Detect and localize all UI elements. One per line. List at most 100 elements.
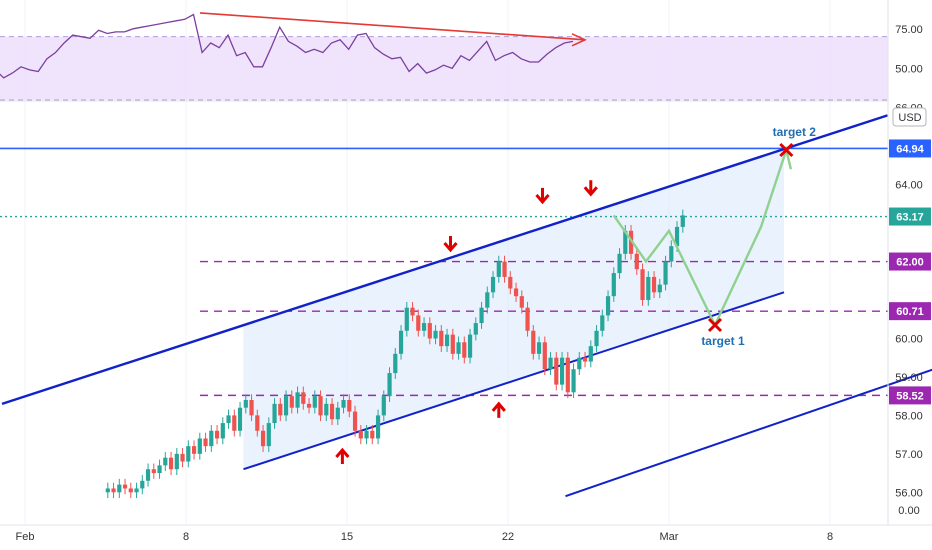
currency-unit-box: [892, 107, 927, 127]
candle-body: [485, 292, 490, 308]
rsi-band: [0, 36, 888, 100]
channel-lower-line: [243, 291, 785, 471]
candle-body: [646, 276, 651, 300]
rsi-tick-label: 50.00: [895, 63, 923, 75]
candle-body: [335, 407, 340, 420]
candle-body: [329, 403, 335, 420]
candle-body: [536, 342, 542, 354]
price-tag-text: 58.52: [896, 390, 924, 402]
candle-body: [588, 346, 593, 362]
candle-body: [122, 484, 128, 489]
candle-body: [186, 446, 191, 462]
candle-body: [577, 357, 582, 370]
arrow-head: [443, 242, 458, 253]
price-tag-58-52: 58.52: [889, 386, 931, 405]
candle-body: [134, 488, 139, 493]
candle-body: [600, 315, 605, 331]
candle-body: [364, 430, 369, 439]
price-tick-label: 58.00: [895, 410, 923, 422]
candle-body: [214, 430, 220, 439]
candle-body: [674, 226, 680, 247]
up-arrow-icon: [335, 447, 350, 464]
candle-body: [421, 323, 427, 331]
candle-body: [358, 430, 363, 439]
rsi-trendline: [199, 12, 586, 41]
candle-body: [571, 369, 576, 393]
candle-body: [513, 288, 519, 297]
candle-body: [387, 373, 392, 397]
candle-body: [260, 430, 266, 447]
price-tag-63-17: 63.17: [889, 207, 931, 226]
candle-body: [404, 307, 409, 331]
candle-body: [145, 469, 151, 481]
target-x-icon: [707, 317, 723, 333]
price-tag-text: 62.00: [896, 257, 924, 269]
price-tag-bg: [889, 302, 931, 321]
candle-body: [197, 438, 202, 454]
candle-body: [255, 415, 260, 431]
candle-body: [565, 357, 570, 393]
candle-body: [370, 430, 375, 439]
candle-body: [237, 407, 243, 431]
candle-body: [174, 453, 179, 470]
target-x-icon: [779, 142, 794, 158]
time-tick-label: 8: [183, 531, 189, 543]
candle-body: [663, 261, 668, 285]
candle-body: [473, 323, 478, 335]
candle-body: [611, 273, 616, 297]
candle-body: [375, 415, 381, 439]
candle-body: [393, 353, 398, 374]
channel-parallel-line: [565, 368, 932, 498]
candle-body: [209, 430, 214, 447]
arrow-head: [535, 193, 550, 205]
candle-body: [312, 396, 317, 408]
candle-body: [617, 253, 622, 274]
candle-body: [554, 357, 559, 385]
candle-body: [128, 488, 133, 493]
candle-body: [634, 253, 639, 270]
currency-unit-label: USD: [898, 112, 921, 124]
candle-body: [151, 469, 156, 474]
candle-body: [640, 269, 645, 300]
candle-body: [168, 457, 174, 470]
candle-body: [226, 415, 231, 424]
price-tag-text: 63.17: [896, 212, 924, 224]
candle-body: [163, 457, 168, 466]
candle-body: [203, 438, 208, 447]
price-tag-60-71: 60.71: [889, 302, 931, 321]
price-tick-label: 57.00: [895, 449, 923, 461]
price-tag-64-94: 64.94: [889, 139, 931, 158]
price-tag-bg: [889, 252, 931, 271]
candle-body: [381, 396, 386, 416]
arrow-head: [335, 447, 350, 458]
candle-body: [347, 400, 352, 412]
candle-body: [283, 396, 289, 416]
time-tick-label: 8: [827, 531, 833, 543]
candle-body: [111, 488, 116, 493]
candle-body: [191, 446, 197, 454]
rsi-line: [0, 13, 574, 79]
price-tag-text: 60.71: [896, 306, 924, 318]
candle-body: [427, 323, 432, 339]
price-tag-bg: [889, 207, 931, 226]
price-axis[interactable]: 75.0050.0066.0064.0060.0059.0058.0057.00…: [887, 0, 931, 525]
time-tick-label: Mar: [660, 531, 679, 543]
candle-body: [542, 342, 547, 370]
candle-body: [105, 488, 110, 493]
price-tick-label: 64.00: [895, 180, 923, 192]
candle-body: [289, 396, 294, 408]
candle-body: [220, 423, 225, 439]
candle-body: [623, 230, 628, 254]
target-marker-2: [779, 142, 794, 158]
time-tick-label: Feb: [16, 531, 35, 543]
candle-body: [467, 334, 473, 358]
down-arrow-icon: [535, 187, 550, 205]
candle-body: [398, 330, 404, 354]
candle-body: [295, 392, 300, 408]
candle-body: [680, 215, 685, 227]
candle-body: [444, 334, 450, 347]
candle-body: [519, 296, 524, 308]
candle-body: [462, 342, 467, 358]
